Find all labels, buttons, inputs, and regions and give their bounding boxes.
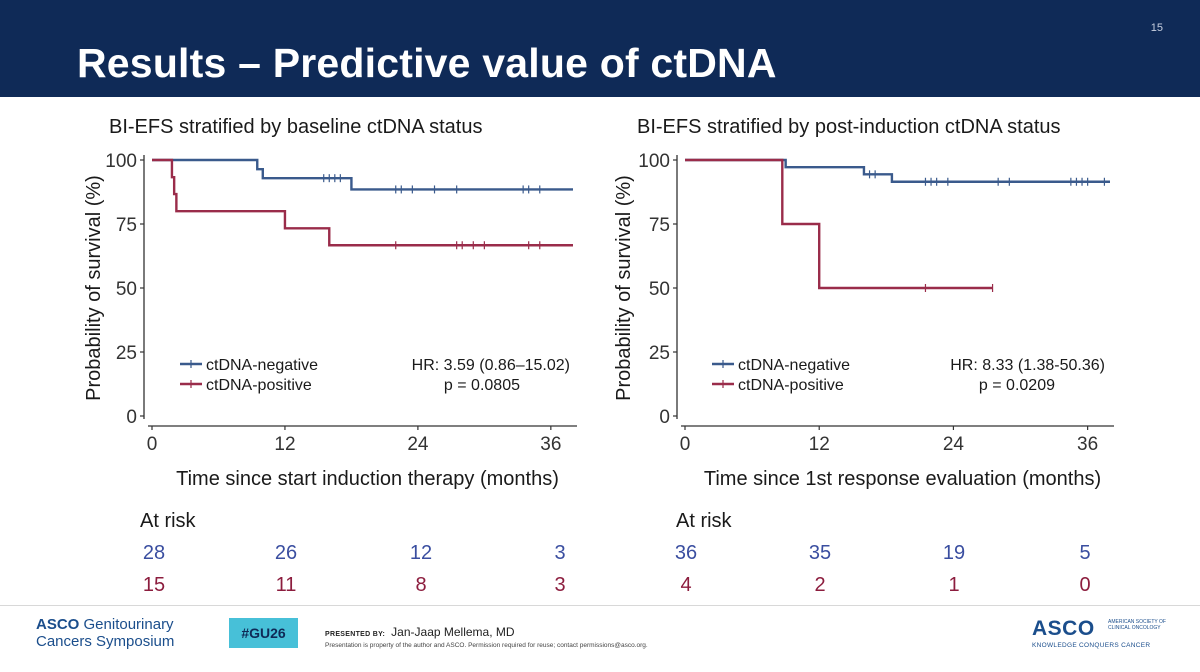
at-risk-negative-2-12: 35 [808,542,832,564]
chart1-legend-label: ctDNA-positive [206,377,312,394]
at-risk-positive-1-36: 3 [554,574,566,596]
chart2-y-axis-label: Probability of survival (%) [613,175,635,401]
chart2-x-tick-label: 24 [943,434,965,455]
chart1-legend-label: ctDNA-negative [206,357,318,374]
chart1-x-tick-label: 24 [407,434,429,455]
chart2-x-tick-label: 36 [1077,434,1098,455]
chart1-x-tick-label: 0 [147,434,158,455]
at-risk-label-1: At risk [140,510,196,532]
chart2-x-axis-label: Time since 1st response evaluation (mont… [704,468,1101,490]
chart1-hr-text: HR: 3.59 (0.86–15.02) [412,357,570,374]
gu-symposium-logo: ASCO Genitourinary Cancers Symposium [36,616,174,650]
at-risk-negative-2-36: 5 [1079,542,1091,564]
logo-line2: Cancers Symposium [36,633,175,650]
chart1-y-tick-label: 100 [105,151,137,172]
chart2-line-negative [685,158,1110,183]
at-risk-negative-2-24: 19 [942,542,966,564]
chart1-y-tick-label: 50 [116,279,137,300]
at-risk-positive-2-36: 0 [1079,574,1091,596]
chart-2-title: BI-EFS stratified by post-induction ctDN… [637,116,1061,138]
chart1-p-value: p = 0.0805 [444,377,520,394]
chart2-y-tick-label: 75 [649,215,670,236]
chart2-y-tick-label: 25 [649,343,670,364]
at-risk-negative-1-36: 3 [554,542,566,564]
at-risk-positive-2-12: 2 [814,574,826,596]
chart1-y-tick-label: 75 [116,215,137,236]
chart1-line-negative [152,158,573,191]
chart2-legend-label: ctDNA-negative [738,357,850,374]
chart2-y-tick-label: 100 [638,151,670,172]
chart2-p-value: p = 0.0209 [979,377,1055,394]
chart1-y-tick-label: 25 [116,343,137,364]
chart2-y-tick-label: 50 [649,279,670,300]
at-risk-negative-1-0: 28 [142,542,166,564]
chart1-x-tick-label: 36 [540,434,561,455]
chart2-hr-text: HR: 8.33 (1.38-50.36) [950,357,1105,374]
chart2-legend-label: ctDNA-positive [738,377,844,394]
asco-tagline: KNOWLEDGE CONQUERS CANCER [1032,642,1151,649]
asco-logo-text: ASCO [1032,617,1095,640]
logo-asco-text: ASCO [36,616,80,633]
slide-number: 15 [1150,22,1163,34]
at-risk-negative-1-24: 12 [409,542,433,564]
chart-1-title: BI-EFS stratified by baseline ctDNA stat… [109,116,483,138]
kaplan-meier-charts: 0 25 50 75 100 0 12 24 36 Probability of survival… [83,151,1114,490]
presenter-name: Jan-Jaap Mellema, MD [391,625,515,639]
presented-by-label: PRESENTED BY: [325,631,386,638]
chart2-x-tick-label: 0 [680,434,691,455]
chart1-x-tick-label: 12 [274,434,295,455]
chart2-x-tick-label: 12 [809,434,830,455]
asco-logo: ASCO AMERICAN SOCIETY OF CLINICAL ONCOLO… [1032,617,1166,649]
chart2-line-positive [685,158,993,290]
asco-logo-subtext: AMERICAN SOCIETY OF CLINICAL ONCOLOGY [1108,619,1166,631]
presented-by: PRESENTED BY: Jan-Jaap Mellema, MD [325,625,515,639]
at-risk-negative-1-12: 26 [274,542,298,564]
at-risk-positive-1-12: 11 [275,574,297,596]
logo-line1: Genitourinary [83,616,174,633]
hashtag-badge: #GU26 [229,618,298,648]
at-risk-label-2: At risk [676,510,732,532]
chart1-line-positive [152,158,573,247]
chart2-y-tick-label: 0 [659,407,670,428]
chart1-y-tick-label: 0 [126,407,137,428]
slide-header [0,0,1200,97]
chart1-y-axis-label: Probability of survival (%) [83,175,105,401]
slide-title: Results – Predictive value of ctDNA [77,40,777,86]
chart1-x-axis-label: Time since start induction therapy (mont… [176,468,559,490]
at-risk-positive-2-0: 4 [680,574,692,596]
at-risk-positive-2-24: 1 [948,574,960,596]
at-risk-positive-1-0: 15 [142,574,166,596]
at-risk-positive-1-24: 8 [415,574,427,596]
at-risk-negative-2-0: 36 [674,542,698,564]
disclaimer: Presentation is property of the author a… [325,642,648,649]
footer-divider [0,605,1200,606]
